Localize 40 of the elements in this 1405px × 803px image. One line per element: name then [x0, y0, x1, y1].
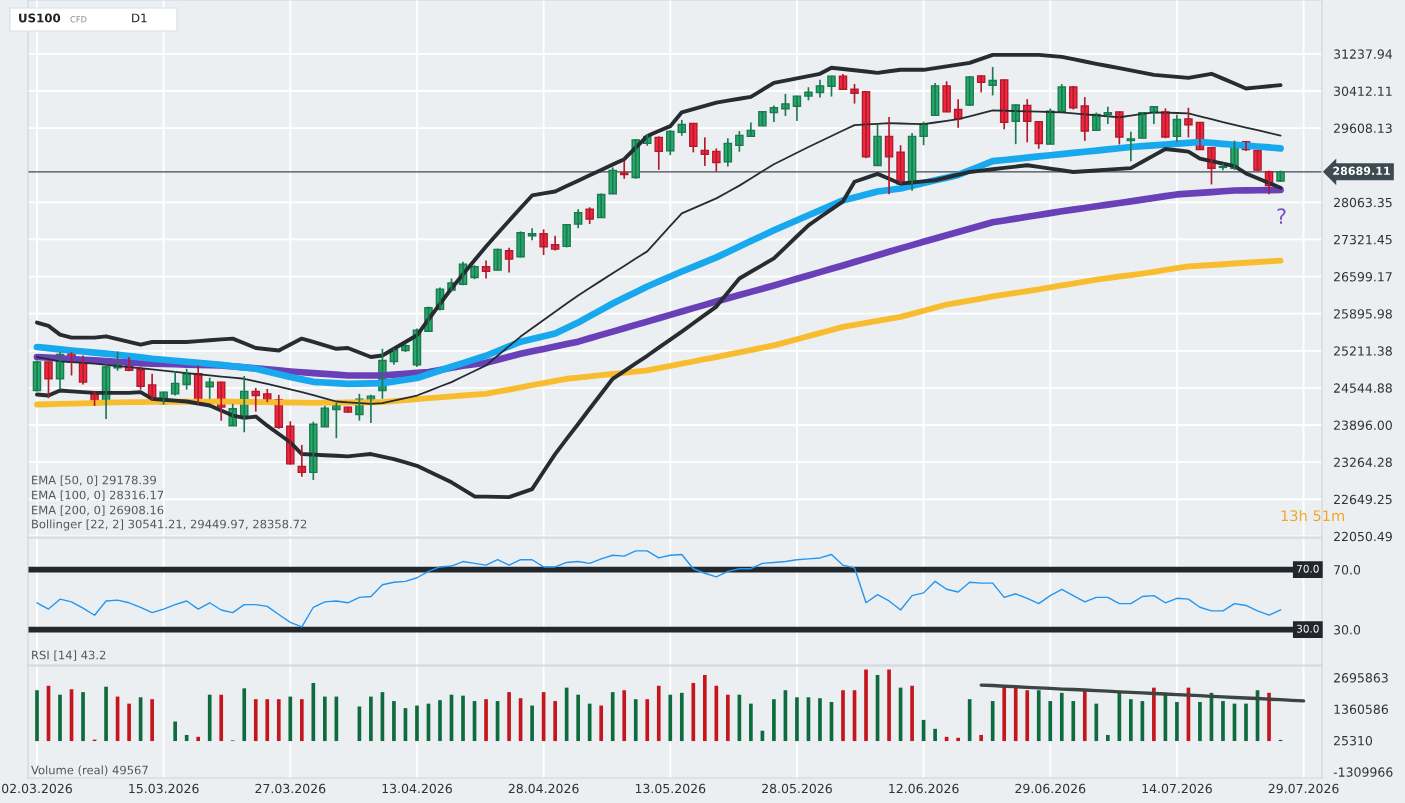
annotation: RSI [14] 43.2: [32, 650, 106, 661]
y-tick-label: 22050.49: [1334, 531, 1392, 542]
y-tick-label: 1360586: [1334, 704, 1388, 714]
y-tick-label: -1309966: [1333, 767, 1393, 777]
y-tick-label: 31237.94: [1334, 49, 1393, 59]
x-tick-label: 13.04.2026: [382, 783, 452, 794]
y-tick-label: 30412.11: [1334, 86, 1392, 96]
annotation: 13h 51m: [1281, 509, 1344, 522]
ref-line-label: 28689.11: [1333, 166, 1390, 176]
annotation: Bollinger [22, 2] 30541.21, 29449.97, 28358.72: [32, 519, 307, 531]
x-tick-label: 28.05.2026: [762, 783, 832, 794]
x-tick-label: 28.04.2026: [508, 783, 579, 794]
y-tick-label: 23264.28: [1334, 457, 1392, 468]
x-tick-label: 14.07.2026: [1142, 783, 1212, 794]
x-tick-label: 02.03.2026: [2, 783, 72, 794]
y-tick-label: 24544.88: [1334, 383, 1392, 393]
y-tick-label: 25211.38: [1334, 346, 1392, 356]
y-tick-label: 23896.00: [1334, 420, 1392, 430]
text: US100: [19, 13, 61, 23]
x-tick-label: 13.05.2026: [635, 783, 706, 794]
y-tick-label: 29608.13: [1334, 123, 1392, 134]
y-tick-label: 22649.25: [1334, 494, 1392, 505]
y-tick-label: 28063.35: [1334, 197, 1392, 208]
annotation: EMA [100, 0] 28316.17: [32, 490, 164, 501]
annotation: D1: [132, 13, 147, 23]
annotation: Volume (real) 49567: [31, 765, 148, 776]
annotation: EMA [200, 0] 26908.16: [32, 505, 164, 516]
y-tick-label: 25310: [1334, 735, 1373, 746]
annotation: ?: [1277, 208, 1286, 224]
y-tick-label: 25895.98: [1334, 309, 1392, 319]
x-tick-label: 27.03.2026: [255, 783, 326, 794]
y-tick-label: 2695863: [1334, 673, 1388, 683]
x-tick-label: 15.03.2026: [129, 783, 199, 794]
y-tick-label: 26599.17: [1334, 272, 1392, 282]
text: CFD: [70, 16, 87, 23]
y-tick-label: 27321.45: [1334, 234, 1392, 245]
x-tick-label: 12.06.2026: [889, 783, 959, 794]
x-tick-label: 29.07.2026: [1268, 783, 1339, 794]
x-tick-label: 29.06.2026: [1015, 783, 1086, 794]
annotation: EMA [50, 0] 29178.39: [32, 475, 156, 486]
